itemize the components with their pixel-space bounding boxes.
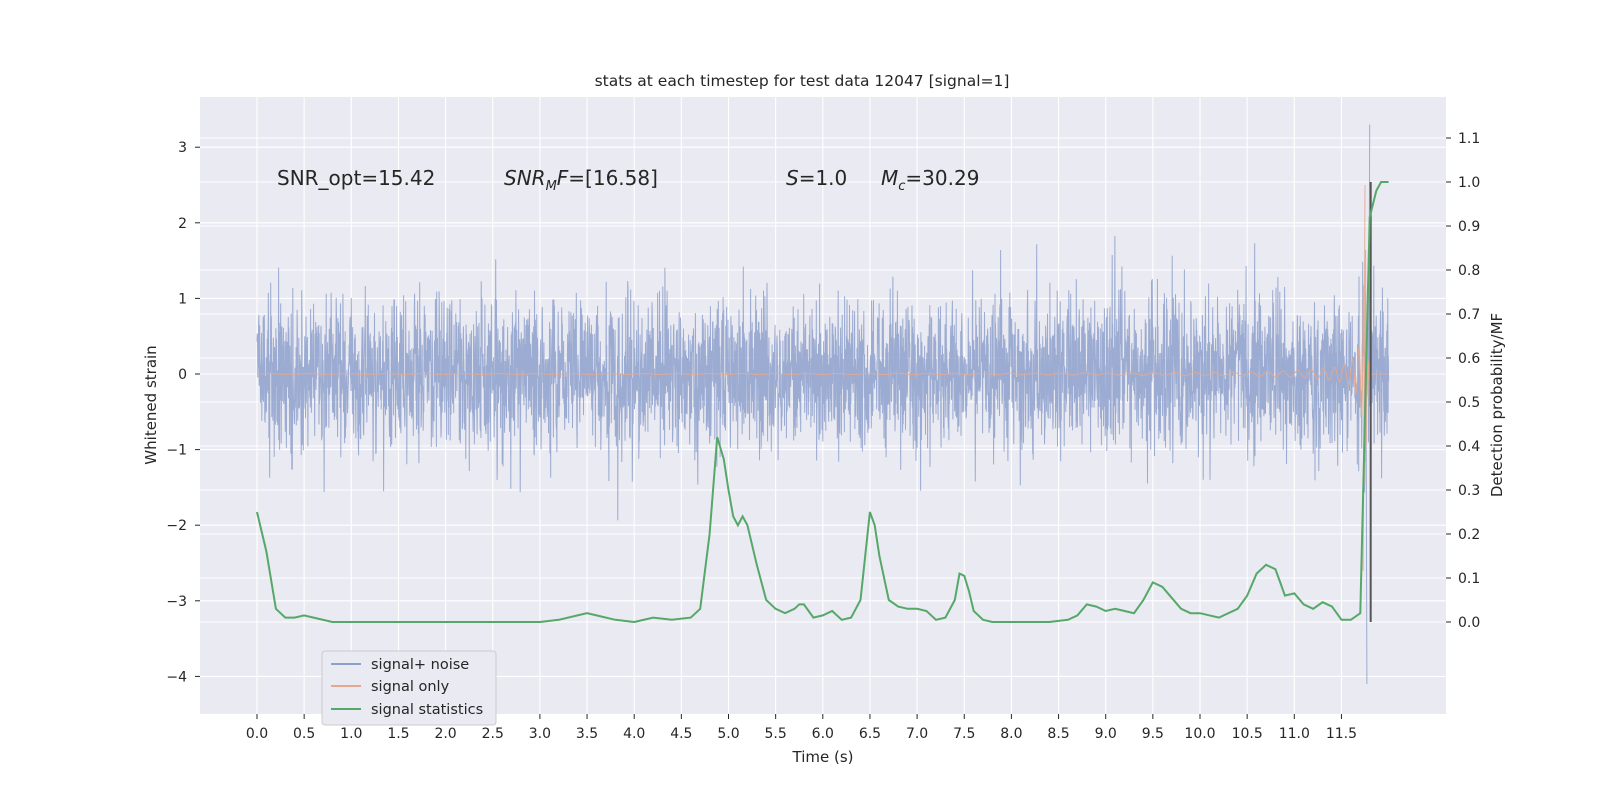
x-tick-label: 5.5 [765,726,787,742]
y-axis-ticks: 3 2 1 0 −1 −2 −3 −4 [166,140,200,685]
annotation-s: S=1.0 [786,166,847,190]
y2-tick-label: 0.5 [1458,395,1480,411]
annotation-snr-mf: SNRMF=[16.58] [504,166,658,194]
y2-tick-label: 1.0 [1458,175,1480,191]
x-tick-label: 4.0 [623,726,645,742]
y2-tick-label: 1.1 [1458,131,1480,147]
y2-tick-label: 0.4 [1458,439,1480,455]
x-tick-label: 7.0 [906,726,928,742]
y-tick-label: 2 [178,216,187,232]
x-tick-label: 1.0 [340,726,362,742]
y2-tick-label: 0.9 [1458,219,1480,235]
x-tick-label: 7.5 [953,726,975,742]
x-tick-label: 9.0 [1095,726,1117,742]
x-tick-label: 9.5 [1142,726,1164,742]
y2-axis-label: Detection probability/MF [1488,313,1506,497]
x-tick-label: 0.5 [293,726,315,742]
x-tick-label: 6.5 [859,726,881,742]
legend-box [321,650,497,726]
y-axis-label: Whitened strain [142,345,160,464]
series-signal-statistics [256,181,1389,624]
signal-statistics-line [256,181,1389,624]
y2-tick-label: 0.7 [1458,307,1480,323]
x-tick-label: 5.0 [717,726,739,742]
x-axis-label: Time (s) [792,748,854,766]
x-tick-label: 8.5 [1047,726,1069,742]
legend: signal+ noise signal only signal statist… [321,650,497,726]
y-tick-label: −4 [166,669,187,685]
x-tick-label: 0.0 [246,726,268,742]
x-tick-label: 10.5 [1232,726,1263,742]
y-tick-label: −3 [166,594,187,610]
x-tick-label: 11.5 [1326,726,1357,742]
legend-label-noise: signal+ noise [371,657,469,673]
x-axis-ticks: 0.0 0.5 1.0 1.5 2.0 2.5 3.0 3.5 4.0 4.5 5.0 5.5 6.0 6… [246,714,1357,742]
y-tick-label: 0 [178,367,187,383]
y2-tick-label: 0.1 [1458,571,1480,587]
x-tick-label: 3.0 [529,726,551,742]
y2-tick-label: 0.6 [1458,351,1480,367]
legend-label-stats: signal statistics [371,702,483,718]
x-tick-label: 10.0 [1184,726,1215,742]
chart-title: stats at each timestep for test data 120… [595,72,1010,90]
y2-tick-label: 0.2 [1458,527,1480,543]
y2-axis-ticks: 1.1 1.0 0.9 0.8 0.7 0.6 0.5 0.4 0.3 0.2 0.1 0.0 [1446,131,1480,631]
x-tick-label: 1.5 [387,726,409,742]
y-tick-label: −2 [166,518,187,534]
y2-tick-label: 0.8 [1458,263,1480,279]
annotation-snr-opt: SNR_opt=15.42 [277,166,435,190]
legend-label-signal: signal only [371,679,450,695]
annotation-mc: Mc=30.29 [881,166,979,194]
x-tick-label: 8.0 [1000,726,1022,742]
x-tick-label: 6.0 [812,726,834,742]
x-tick-label: 4.5 [670,726,692,742]
x-tick-label: 2.0 [434,726,456,742]
y-tick-label: −1 [166,443,187,459]
y2-tick-label: 0.0 [1458,615,1480,631]
x-tick-label: 2.5 [482,726,504,742]
x-tick-label: 11.0 [1279,726,1310,742]
annotations: SNR_opt=15.42 SNRMF=[16.58] S=1.0 Mc=30.… [277,166,979,194]
x-tick-label: 3.5 [576,726,598,742]
y-tick-label: 1 [178,291,187,307]
y2-tick-label: 0.3 [1458,483,1480,499]
y-tick-label: 3 [178,140,187,156]
